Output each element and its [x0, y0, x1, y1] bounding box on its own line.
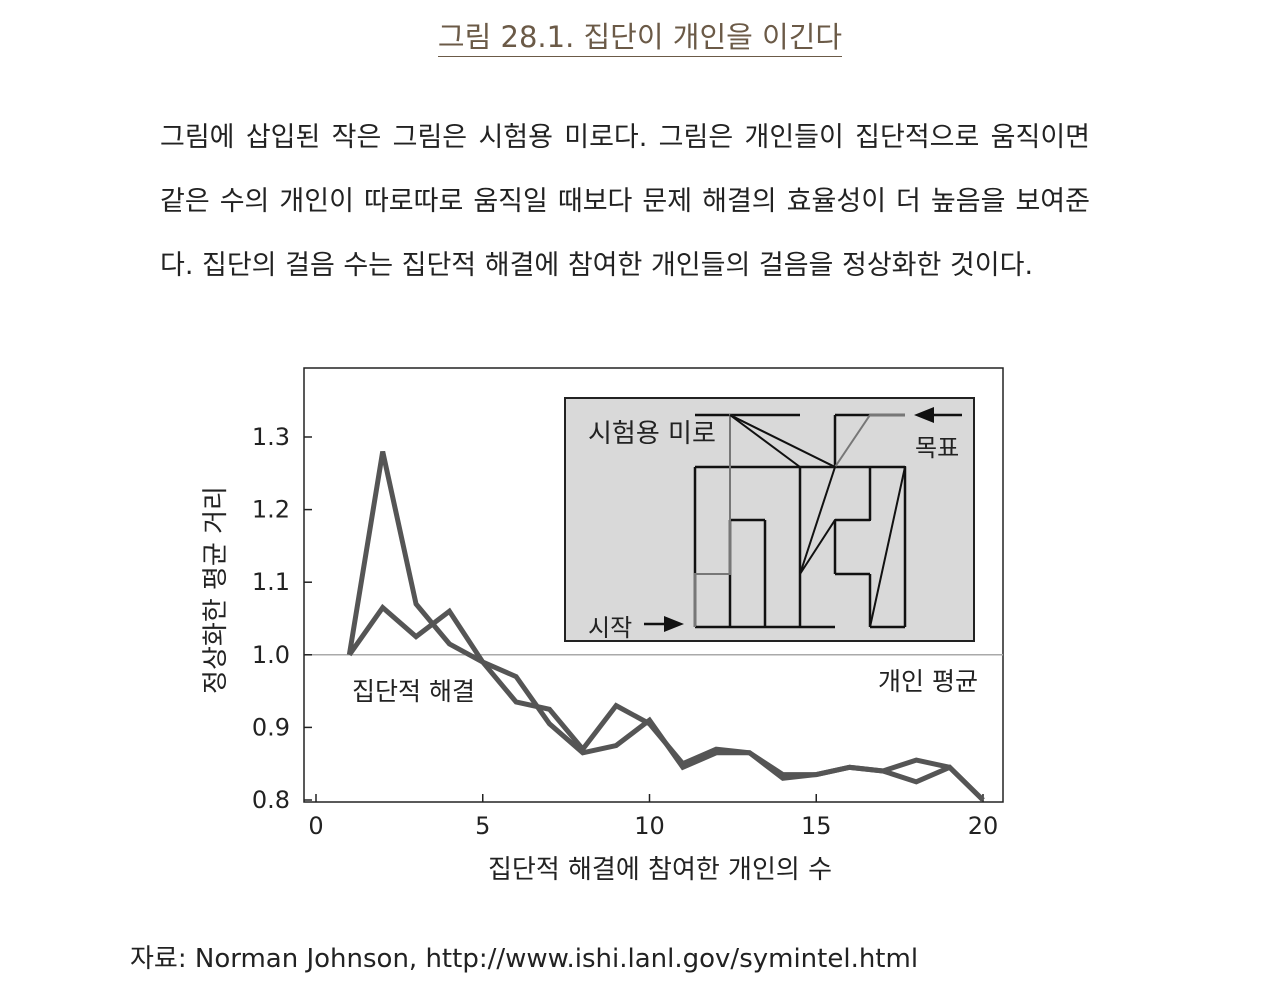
maze-label: 시험용 미로	[588, 419, 716, 449]
series-line-2	[347, 603, 985, 802]
y-tick-label: 1.3	[252, 423, 290, 451]
x-axis-title: 집단적 해결에 참여한 개인의 수	[488, 855, 832, 885]
reference-line-label: 개인 평균	[878, 667, 978, 696]
y-axis-title: 정상화한 평균 거리	[201, 486, 231, 694]
x-tick-label: 15	[801, 812, 832, 840]
annotation-label: 집단적 해결	[352, 677, 475, 706]
plot-frame	[303, 367, 1004, 803]
figure-title: 그림 28.1. 집단이 개인을 이긴다	[0, 14, 1280, 57]
y-tick-label: 1.0	[252, 641, 290, 669]
figure-source: 자료: Norman Johnson, http://www.ishi.lanl…	[130, 944, 919, 974]
x-tick-label: 5	[475, 812, 490, 840]
x-tick-label: 0	[308, 812, 323, 840]
y-tick-label: 1.1	[252, 568, 290, 596]
maze-paths	[694, 413, 907, 628]
maze-path-individual	[729, 414, 907, 628]
y-tick-label: 0.8	[252, 786, 290, 814]
maze-inset: 시험용 미로 목표 시작	[564, 397, 975, 642]
maze-start-label: 시작	[588, 614, 632, 642]
goal-arrow-icon	[914, 407, 962, 423]
y-tick-label: 0.9	[252, 713, 290, 741]
y-tick-label: 1.2	[252, 496, 290, 524]
x-tick-label: 20	[968, 812, 999, 840]
figure-caption: 그림에 삽입된 작은 그림은 시험용 미로다. 그림은 개인들이 집단적으로 움…	[160, 122, 1090, 281]
maze-goal-label: 목표	[915, 434, 959, 462]
start-arrow-icon	[644, 616, 684, 632]
x-tick-label: 10	[634, 812, 665, 840]
